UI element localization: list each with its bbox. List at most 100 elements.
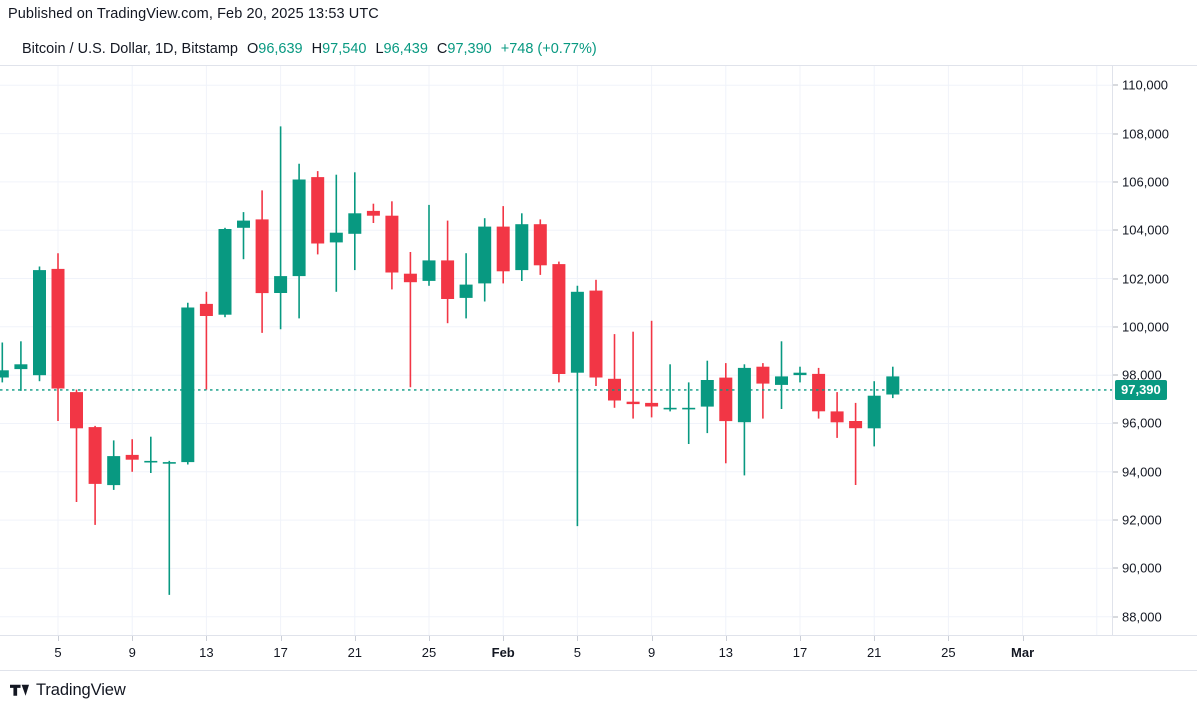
candle[interactable] bbox=[459, 253, 473, 319]
candle[interactable] bbox=[218, 227, 232, 318]
candle-body bbox=[199, 303, 213, 316]
candle[interactable] bbox=[274, 126, 288, 330]
legend-change: +748 (+0.77%) bbox=[500, 41, 597, 57]
candle[interactable] bbox=[515, 213, 529, 281]
candle[interactable] bbox=[570, 285, 584, 527]
candle[interactable] bbox=[70, 389, 83, 502]
legend-symbol[interactable]: Bitcoin / U.S. Dollar, 1D, Bitstamp bbox=[22, 41, 238, 57]
candle[interactable] bbox=[719, 363, 733, 464]
candle-body bbox=[403, 273, 417, 283]
candle[interactable] bbox=[793, 366, 807, 383]
candle[interactable] bbox=[144, 436, 158, 473]
candle[interactable] bbox=[237, 212, 250, 260]
legend-open-label: O bbox=[246, 41, 259, 57]
candle-body bbox=[700, 380, 714, 407]
time-tick-label: 9 bbox=[647, 645, 656, 660]
candle-body bbox=[274, 276, 288, 293]
time-tick-label: 5 bbox=[573, 645, 582, 660]
time-tick-label: 9 bbox=[128, 645, 136, 660]
candle-body bbox=[0, 370, 9, 378]
candle[interactable] bbox=[626, 331, 640, 419]
chart-svg bbox=[0, 66, 1112, 635]
time-axis[interactable]: 5 9 13 17 21 25 Feb 5 9 13 17 21 25 Mar bbox=[0, 635, 1197, 671]
candle[interactable] bbox=[886, 366, 900, 399]
price-tick-label: 110,000 bbox=[1122, 77, 1169, 93]
legend-close-value: 97,390 bbox=[447, 41, 492, 57]
candle[interactable] bbox=[812, 367, 826, 419]
legend-close: C97,390 bbox=[437, 41, 492, 57]
candle[interactable] bbox=[756, 363, 770, 419]
candle[interactable] bbox=[292, 163, 306, 319]
candle-body bbox=[255, 219, 269, 294]
candle[interactable] bbox=[14, 341, 28, 391]
candle[interactable] bbox=[162, 460, 176, 595]
candle-body bbox=[218, 229, 232, 315]
candle[interactable] bbox=[645, 320, 659, 418]
candle[interactable] bbox=[255, 190, 269, 333]
candle[interactable] bbox=[199, 291, 213, 390]
candle[interactable] bbox=[441, 220, 455, 324]
candle[interactable] bbox=[0, 342, 9, 383]
candle[interactable] bbox=[775, 341, 788, 409]
legend-low-label: L bbox=[375, 41, 384, 57]
time-tick-label: 25 bbox=[421, 645, 437, 660]
candlestick-chart-plot[interactable] bbox=[0, 65, 1113, 635]
candle[interactable] bbox=[125, 439, 139, 472]
candle-body bbox=[70, 392, 83, 429]
candle[interactable] bbox=[737, 364, 751, 476]
candle-body bbox=[515, 224, 529, 271]
candle-body bbox=[570, 291, 584, 373]
candle[interactable] bbox=[385, 201, 399, 290]
candle-body bbox=[162, 462, 176, 464]
candle[interactable] bbox=[533, 219, 547, 275]
candle[interactable] bbox=[181, 302, 195, 465]
candle[interactable] bbox=[107, 440, 121, 490]
candle-body bbox=[459, 284, 473, 298]
price-tick-mark bbox=[1113, 567, 1118, 569]
candle-body bbox=[144, 460, 158, 463]
price-tick-mark bbox=[1113, 326, 1118, 328]
candle[interactable] bbox=[663, 364, 677, 412]
candle[interactable] bbox=[403, 252, 417, 388]
price-tick-mark bbox=[1113, 278, 1118, 280]
candle[interactable] bbox=[867, 381, 881, 447]
candle-body bbox=[737, 367, 751, 423]
candle[interactable] bbox=[329, 174, 343, 292]
candle[interactable] bbox=[608, 334, 621, 408]
candle[interactable] bbox=[830, 392, 844, 438]
candle[interactable] bbox=[311, 171, 325, 255]
candle-body bbox=[552, 264, 566, 374]
candle-body bbox=[589, 290, 603, 378]
candle[interactable] bbox=[700, 360, 714, 434]
candle[interactable] bbox=[478, 218, 492, 302]
legend-close-label: C bbox=[436, 41, 448, 57]
candle[interactable] bbox=[849, 402, 863, 485]
time-tick-label: Mar bbox=[1011, 645, 1035, 660]
time-tick-label: 17 bbox=[273, 645, 288, 660]
candle-body bbox=[33, 270, 46, 376]
candle[interactable] bbox=[33, 266, 46, 382]
time-tick-label: 21 bbox=[866, 645, 882, 660]
price-tick-label: 106,000 bbox=[1122, 174, 1169, 190]
candle-body bbox=[385, 215, 399, 273]
candle-body bbox=[812, 373, 826, 412]
price-tick-mark bbox=[1113, 181, 1118, 183]
candle[interactable] bbox=[589, 279, 603, 386]
candle-body bbox=[626, 401, 640, 405]
candle[interactable] bbox=[88, 425, 102, 525]
legend-open-value: 96,639 bbox=[258, 41, 303, 57]
candle[interactable] bbox=[348, 172, 362, 271]
candle-body bbox=[366, 210, 380, 216]
candle[interactable] bbox=[682, 382, 696, 444]
candle-body bbox=[682, 407, 696, 410]
candle[interactable] bbox=[366, 203, 380, 223]
price-tick-label: 92,000 bbox=[1122, 512, 1162, 528]
price-axis[interactable]: 110,000 108,000 106,000 104,000 102,000 100,0… bbox=[1113, 65, 1197, 635]
candle[interactable] bbox=[552, 261, 566, 383]
current-price-badge[interactable]: 97,390 bbox=[1115, 379, 1167, 400]
candle[interactable] bbox=[496, 206, 510, 284]
price-tick-mark bbox=[1113, 471, 1118, 473]
candle[interactable] bbox=[51, 253, 65, 421]
candle[interactable] bbox=[422, 204, 436, 286]
